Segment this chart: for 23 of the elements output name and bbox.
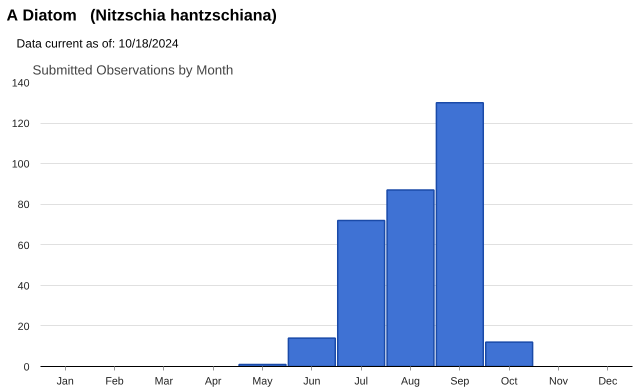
x-tick-label: Dec <box>598 376 618 388</box>
text: Submitted Observations by Month <box>32 62 234 78</box>
x-tick-label: Aug <box>401 376 420 388</box>
x-tick-label: Jun <box>303 376 320 388</box>
y-tick-label: 80 <box>18 199 30 212</box>
x-tick-label: Jul <box>354 376 368 388</box>
y-tick-label: 140 <box>12 78 30 90</box>
y-tick-label: 100 <box>12 158 30 171</box>
x-tick-label: Mar <box>154 376 174 388</box>
x-tick-label: Feb <box>105 376 124 388</box>
x-tick-label: Apr <box>204 376 222 388</box>
chart-title: A Diatom (Nitzschia hantzschiana) <box>6 8 277 24</box>
x-tick-label: Sep <box>450 376 470 388</box>
x-tick-label: May <box>252 376 274 388</box>
chart-subtitle: Data current as of: 10/18/2024 <box>16 36 179 50</box>
y-tick-label: 40 <box>18 280 30 292</box>
x-tick-label: Jan <box>56 376 74 388</box>
y-tick-label: 60 <box>18 240 30 252</box>
x-tick-label: Nov <box>549 376 569 388</box>
y-tick-label: 120 <box>12 118 30 130</box>
x-tick-label: Oct <box>500 376 518 388</box>
y-tick-label: 20 <box>18 320 30 333</box>
y-tick-label: 0 <box>24 362 30 374</box>
